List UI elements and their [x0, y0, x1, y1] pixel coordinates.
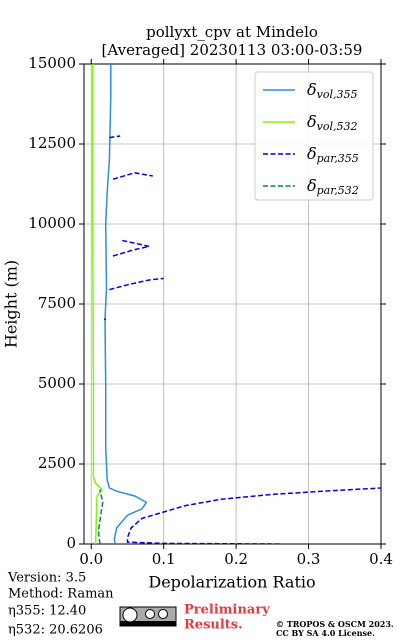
series-line	[97, 489, 104, 544]
y-axis-label: Height (m)	[2, 260, 21, 348]
x-tick-label: 0.1	[152, 550, 176, 568]
x-tick-label: 0.4	[369, 550, 393, 568]
y-tick-label: 15000	[28, 54, 76, 72]
series-line	[104, 64, 148, 544]
y-tick-label: 5000	[38, 374, 76, 392]
license: CC BY SA 4.0 License.	[276, 628, 375, 638]
copyright: © TROPOS & OSCM 2023.	[276, 619, 394, 629]
legend-label: δvol,532	[307, 112, 358, 134]
y-tick-label: 2500	[38, 454, 76, 472]
legend-box	[254, 71, 374, 201]
series-line	[103, 135, 381, 544]
version: Version: 3.5	[7, 571, 86, 586]
series-line	[91, 64, 104, 544]
method: Method: Raman	[8, 587, 114, 602]
legend: δvol,355 δvol,532 δpar,355 δpar,532	[254, 71, 374, 201]
y-tick-label: 7500	[38, 294, 76, 312]
x-tick-label: 0.3	[297, 550, 321, 568]
eta-532: η532: 20.6206	[8, 623, 103, 638]
y-tick-label: 10000	[28, 214, 76, 232]
y-tick-label: 0	[66, 534, 76, 552]
legend-label: δvol,355	[307, 80, 358, 102]
chart-title: pollyxt_cpv at Mindelo	[146, 23, 318, 41]
eta-355: η355: 12.40	[8, 604, 86, 619]
notice: Results.	[184, 618, 243, 633]
cc-badge	[119, 606, 177, 627]
x-axis-label: Depolarization Ratio	[148, 573, 315, 592]
y-tick-label: 12500	[28, 134, 76, 152]
legend-label: δpar,355	[307, 144, 359, 166]
notice: Preliminary	[184, 603, 270, 618]
chart-subtitle: [Averaged] 20230113 03:00-03:59	[102, 41, 363, 59]
legend-label: δpar,532	[307, 176, 359, 198]
x-tick-label: 0.2	[224, 550, 248, 568]
x-tick-label: 0.0	[79, 550, 103, 568]
